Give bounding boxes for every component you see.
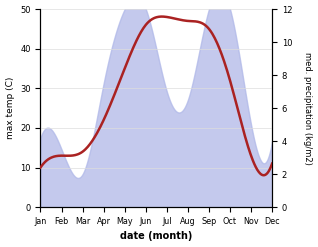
Y-axis label: max temp (C): max temp (C) — [5, 77, 15, 139]
Y-axis label: med. precipitation (kg/m2): med. precipitation (kg/m2) — [303, 52, 313, 165]
X-axis label: date (month): date (month) — [120, 231, 192, 242]
